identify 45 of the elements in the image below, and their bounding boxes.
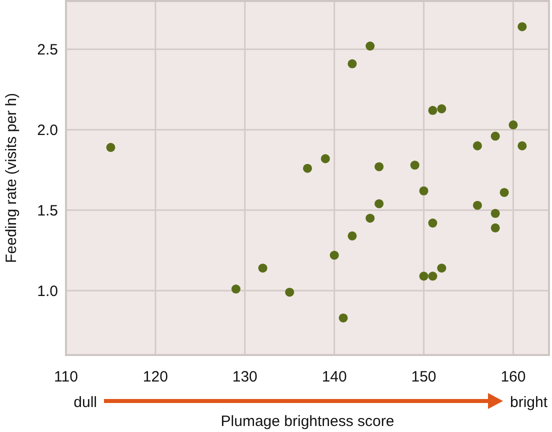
point: [231, 284, 240, 294]
point: [374, 199, 384, 208]
point: [348, 59, 357, 68]
point: [428, 272, 438, 281]
y-axis-title: Feeding rate (visits per h): [3, 92, 20, 264]
point: [428, 106, 438, 115]
point: [410, 160, 420, 170]
point: [437, 264, 446, 273]
point: [419, 186, 428, 196]
point: [508, 120, 518, 130]
point: [366, 42, 375, 51]
point: [472, 200, 482, 210]
point: [258, 264, 268, 273]
x-tick-label: 140: [322, 368, 347, 386]
point: [490, 223, 500, 232]
point: [490, 208, 500, 218]
x-tick-label: 110: [54, 368, 78, 386]
x-tick-label: 150: [411, 368, 436, 386]
point: [500, 188, 509, 197]
point: [285, 288, 294, 297]
point: [490, 132, 500, 141]
point: [106, 142, 116, 152]
y-tick-label: 1.0: [37, 282, 58, 300]
x-axis-title: Plumage brightness score: [220, 413, 394, 430]
x-tick-label: 130: [232, 368, 258, 386]
text: dull: [74, 394, 97, 411]
point: [518, 22, 527, 32]
point: [320, 154, 330, 164]
x-tick-label: 120: [142, 368, 168, 386]
x-tick-label: 160: [500, 368, 526, 386]
point: [348, 231, 357, 240]
point: [366, 214, 375, 223]
point: [428, 218, 438, 228]
y-tick-label: 2.0: [37, 122, 58, 140]
text: bright: [510, 394, 548, 411]
point: [374, 162, 384, 172]
point: [419, 272, 428, 281]
point: [330, 250, 339, 260]
y-tick-label: 2.5: [37, 42, 58, 59]
point: [437, 104, 446, 114]
point: [518, 141, 527, 150]
point: [338, 313, 348, 322]
point: [302, 164, 312, 173]
point: [472, 141, 482, 150]
y-tick-label: 1.5: [37, 202, 58, 220]
